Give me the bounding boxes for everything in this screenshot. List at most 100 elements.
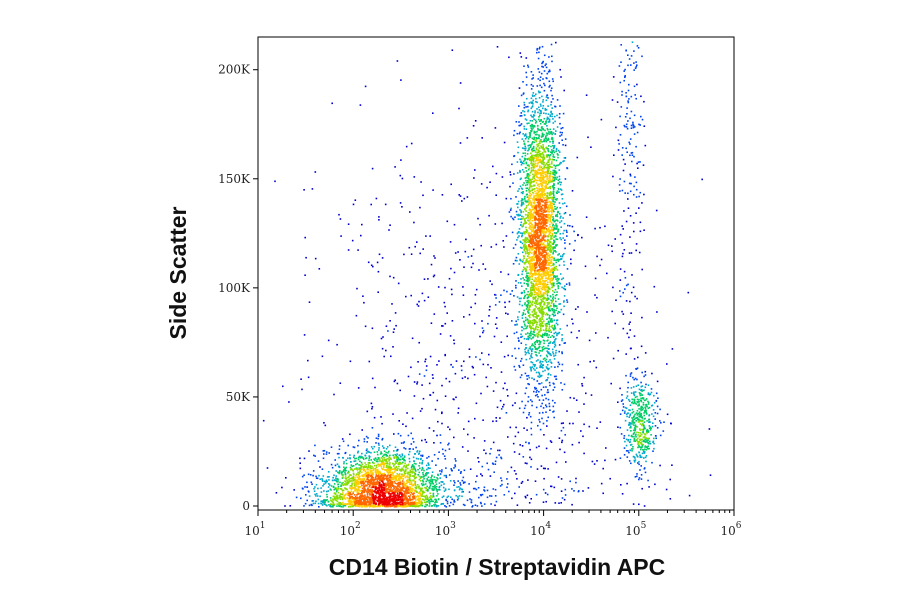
event-dot <box>542 422 545 425</box>
event-dot <box>542 101 544 103</box>
event-dot <box>543 112 545 114</box>
event-dot <box>442 453 444 455</box>
event-dot <box>404 472 406 475</box>
event-dot <box>378 444 380 446</box>
event-dot <box>646 446 648 448</box>
event-dot <box>352 487 354 489</box>
event-dot <box>436 364 438 366</box>
event-dot <box>518 228 521 230</box>
event-dot <box>553 275 555 277</box>
event-dot <box>636 162 638 165</box>
event-dot <box>419 500 422 503</box>
event-dot <box>620 61 622 63</box>
event-dot <box>539 310 542 312</box>
event-dot <box>345 477 348 479</box>
event-dot <box>525 161 527 164</box>
event-dot <box>638 392 641 394</box>
event-dot <box>555 227 558 230</box>
event-dot <box>552 200 554 203</box>
event-dot <box>519 124 522 127</box>
event-dot <box>540 168 543 171</box>
event-dot <box>432 494 435 496</box>
event-dot <box>418 504 420 507</box>
event-dot <box>560 226 562 228</box>
event-dot <box>526 378 529 380</box>
event-dot <box>374 467 377 470</box>
event-dot <box>435 464 437 466</box>
event-dot <box>625 92 627 94</box>
event-dot <box>450 363 452 366</box>
event-dot <box>529 304 532 307</box>
event-dot <box>401 457 404 460</box>
event-dot <box>521 400 523 403</box>
event-dot <box>541 350 543 352</box>
event-dot <box>531 321 533 324</box>
event-dot <box>415 487 418 490</box>
event-dot <box>527 168 530 171</box>
event-dot <box>641 268 643 271</box>
event-dot <box>530 127 533 130</box>
event-dot <box>444 286 446 289</box>
event-dot <box>520 342 523 344</box>
event-dot <box>529 195 532 197</box>
event-dot <box>517 253 520 255</box>
event-dot <box>628 400 631 402</box>
event-dot <box>655 392 658 395</box>
event-dot <box>630 127 633 129</box>
event-dot <box>510 197 512 200</box>
event-dot <box>396 473 399 475</box>
event-dot <box>330 489 332 491</box>
event-dot <box>398 420 400 422</box>
event-dot <box>317 502 320 505</box>
event-dot <box>561 352 563 355</box>
event-dot <box>541 95 543 98</box>
event-dot <box>530 114 532 117</box>
event-dot <box>415 476 417 479</box>
event-dot <box>347 249 350 251</box>
event-dot <box>544 369 546 372</box>
event-dot <box>517 231 519 234</box>
event-dot <box>529 185 532 187</box>
event-dot <box>647 442 650 444</box>
event-dot <box>517 431 520 434</box>
event-dot <box>549 353 551 355</box>
event-dot <box>337 483 340 486</box>
event-dot <box>420 489 422 492</box>
event-dot <box>481 137 483 139</box>
event-dot <box>626 456 629 458</box>
event-dot <box>627 192 629 195</box>
event-dot <box>555 378 557 380</box>
event-dot <box>629 190 632 193</box>
event-dot <box>533 132 535 134</box>
event-dot <box>528 294 530 296</box>
event-dot <box>550 110 552 113</box>
event-dot <box>629 236 631 238</box>
event-dot <box>596 296 598 299</box>
event-dot <box>547 201 549 204</box>
event-dot <box>553 145 555 148</box>
event-dot <box>628 398 630 401</box>
event-dot <box>554 201 556 203</box>
event-dot <box>529 313 531 316</box>
event-dot <box>547 254 550 257</box>
event-dot <box>538 412 541 414</box>
event-dot <box>535 120 538 123</box>
event-dot <box>418 452 420 454</box>
event-dot <box>523 266 525 269</box>
event-dot <box>553 232 556 234</box>
event-dot <box>558 363 561 366</box>
event-dot <box>528 195 530 197</box>
event-dot <box>550 250 553 253</box>
event-dot <box>425 489 428 492</box>
event-dot <box>551 342 554 344</box>
event-dot <box>647 479 649 482</box>
event-dot <box>457 251 459 253</box>
event-dot <box>349 487 352 489</box>
event-dot <box>394 312 397 314</box>
event-dot <box>541 179 543 181</box>
event-dot <box>481 320 483 322</box>
event-dot <box>556 213 558 216</box>
event-dot <box>612 76 615 78</box>
event-dot <box>410 366 412 369</box>
event-dot <box>523 282 526 285</box>
